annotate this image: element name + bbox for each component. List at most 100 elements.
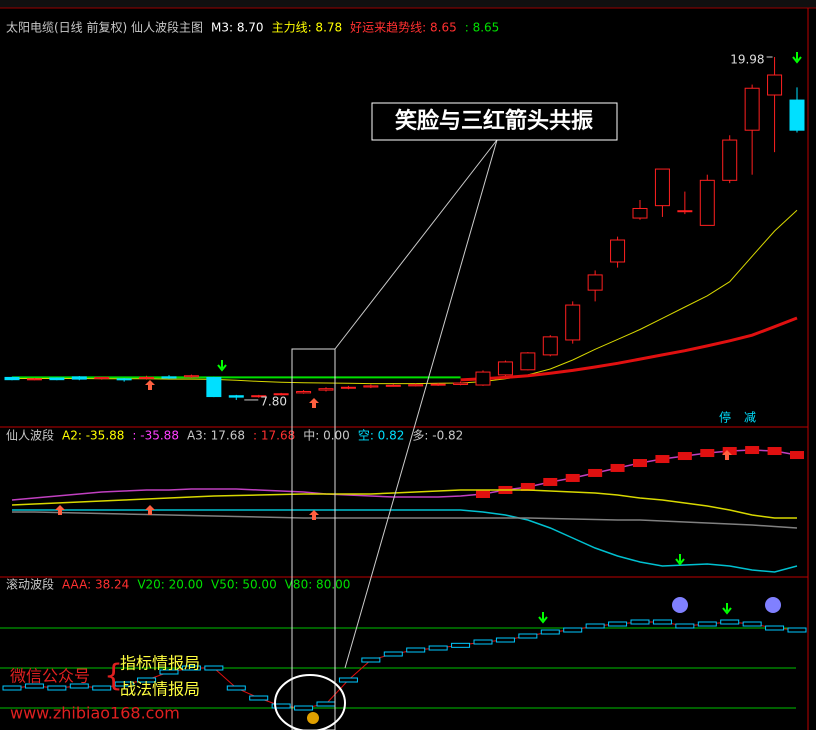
legend-item: M3: 8.70: [211, 21, 264, 35]
wave-step: [473, 639, 493, 645]
wave-step: [316, 701, 336, 707]
candle-body: [587, 274, 603, 291]
wave-step: [608, 621, 628, 627]
legend-item: : 17.68: [253, 429, 295, 443]
signal-block: [677, 452, 692, 461]
candle-body: [767, 74, 783, 96]
watermark-brand: 战法情报局: [120, 680, 200, 699]
signal-block: [655, 455, 670, 464]
candle-body: [340, 386, 356, 389]
wave-step: [742, 621, 762, 627]
legend-item: 主力线: 8.78: [272, 21, 343, 35]
candle-body: [161, 376, 177, 379]
callout-box: [371, 102, 618, 141]
candle-body: [139, 376, 155, 379]
indicator-line: [11, 489, 797, 519]
candle-body: [296, 390, 312, 394]
legend-item: 多: -0.82: [412, 429, 463, 443]
indicator-line: [12, 509, 798, 573]
wave-step: [249, 695, 269, 701]
wave-step: [92, 685, 112, 691]
wave-step: [697, 621, 717, 627]
wave-step: [495, 637, 515, 643]
candle-body: [542, 336, 558, 356]
wave-step: [181, 665, 201, 671]
button[interactable]: 停: [719, 410, 731, 425]
signal-block: [745, 446, 760, 455]
candle-body: [677, 210, 693, 213]
smiley: [307, 712, 319, 724]
candle-body: [497, 361, 513, 376]
up-arrow: [145, 380, 155, 390]
sad-face: [672, 597, 688, 613]
indicator-line: [12, 511, 798, 529]
legend-item: 好运来趋势线: 8.65: [350, 21, 457, 35]
indicator-line: [460, 316, 798, 382]
wave-step: [428, 645, 448, 651]
signal-block: [565, 473, 580, 482]
legend-item: V50: 50.00: [211, 578, 277, 592]
wave-step: [585, 623, 605, 629]
candle-body: [363, 385, 379, 388]
wave-step: [406, 647, 426, 653]
candle-body: [206, 376, 222, 398]
wave-step: [675, 623, 695, 629]
brace: {: [104, 659, 123, 694]
legend-item: A3: 17.68: [187, 429, 245, 443]
watermark-url: www.zhibiao168.com: [10, 704, 180, 723]
wave-step: [271, 703, 291, 709]
candle-body: [699, 179, 715, 226]
watermark-wechat: 微信公众号: [10, 667, 90, 686]
callout-line: [344, 139, 498, 669]
wave-step: [383, 651, 403, 657]
wave-step: [518, 633, 538, 639]
signal-block: [588, 468, 603, 477]
candle-body: [385, 384, 401, 387]
candle-body: [94, 376, 110, 380]
legend-item: V20: 20.00: [137, 578, 203, 592]
down-arrow: [675, 554, 685, 566]
legend-item: : 8.65: [465, 21, 500, 35]
down-arrow: [217, 360, 227, 372]
annotation: 19.98: [730, 52, 764, 66]
up-arrow: [309, 398, 319, 408]
down-arrow: [538, 612, 548, 624]
signal-block: [722, 447, 737, 456]
candle-body: [789, 99, 805, 131]
candle-body: [430, 383, 446, 386]
watermark-brand: 指标情报局: [120, 654, 200, 673]
callout-line: [334, 139, 498, 350]
legend-item: 空: 0.82: [358, 429, 405, 443]
candle-body: [71, 376, 87, 380]
candle-body: [26, 378, 42, 381]
signal-block: [543, 477, 558, 486]
candle-body: [654, 168, 670, 207]
button[interactable]: 减: [744, 411, 756, 425]
signal-block: [767, 447, 782, 456]
wave-step: [114, 681, 134, 687]
legend-item: A2: -35.88: [62, 429, 124, 443]
annotation: 7.80: [260, 394, 287, 408]
signal-block: [476, 489, 490, 498]
highlight-circle: [274, 674, 346, 730]
candle-body: [408, 384, 424, 387]
wave-step: [787, 627, 807, 633]
wave-step: [137, 677, 157, 683]
plots: 19.98 7.80 太阳电缆(日线 前复权) 仙人波段主图 M3: 8.70 主力线:…: [0, 20, 807, 711]
legend-item: AAA: 38.24: [62, 578, 129, 592]
signal-block: [700, 449, 715, 458]
legend-item: 太阳电缆(日线 前复权) 仙人波段主图: [6, 20, 203, 35]
candle-body: [632, 207, 648, 219]
wave-step: [69, 683, 89, 689]
wave-step: [765, 625, 785, 631]
wave-step: [226, 685, 246, 691]
sad-face: [765, 597, 781, 613]
wave-step: [720, 619, 740, 625]
candle-body: [453, 382, 469, 385]
candle-body: [475, 371, 491, 386]
wave-step: [361, 657, 381, 663]
signal-block: [633, 459, 647, 468]
candle-body: [744, 87, 760, 131]
wave-step: [294, 705, 314, 711]
